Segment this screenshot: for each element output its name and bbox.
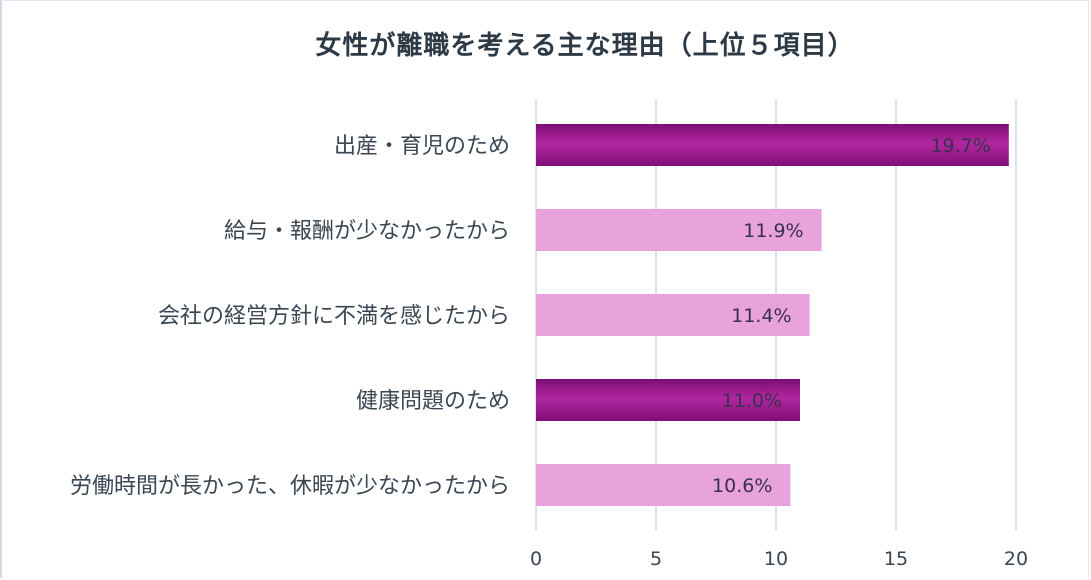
data-label: 11.4% xyxy=(731,305,791,327)
bar-layer xyxy=(536,124,1009,506)
bar xyxy=(536,209,822,251)
category-label: 健康問題のため xyxy=(356,389,510,414)
chart-title: 女性が離職を考える主な理由（上位５項目） xyxy=(315,31,855,61)
bar xyxy=(536,124,1009,166)
data-label: 11.9% xyxy=(743,220,803,242)
x-tick-label: 20 xyxy=(1004,548,1028,570)
bar xyxy=(536,294,810,336)
label-layer: 0 5 10 15 20 出産・育児のため 19.7% 給与・報酬が少なかったから 11.9% 会… xyxy=(70,134,1028,570)
category-label: 出産・育児のため xyxy=(334,134,510,159)
category-label: 労働時間が長かった、休暇が少なかったから xyxy=(70,474,510,499)
x-tick-label: 10 xyxy=(764,548,788,570)
data-label: 11.0% xyxy=(722,390,782,412)
x-tick-label: 0 xyxy=(530,548,542,570)
category-label: 会社の経営方針に不満を感じたから xyxy=(158,304,510,329)
data-label: 10.6% xyxy=(712,475,772,497)
category-label: 給与・報酬が少なかったから xyxy=(224,219,510,244)
x-tick-label: 5 xyxy=(650,548,662,570)
bar xyxy=(536,379,800,421)
bar xyxy=(536,464,791,506)
data-label: 19.7% xyxy=(930,135,990,157)
x-tick-label: 15 xyxy=(884,548,908,570)
